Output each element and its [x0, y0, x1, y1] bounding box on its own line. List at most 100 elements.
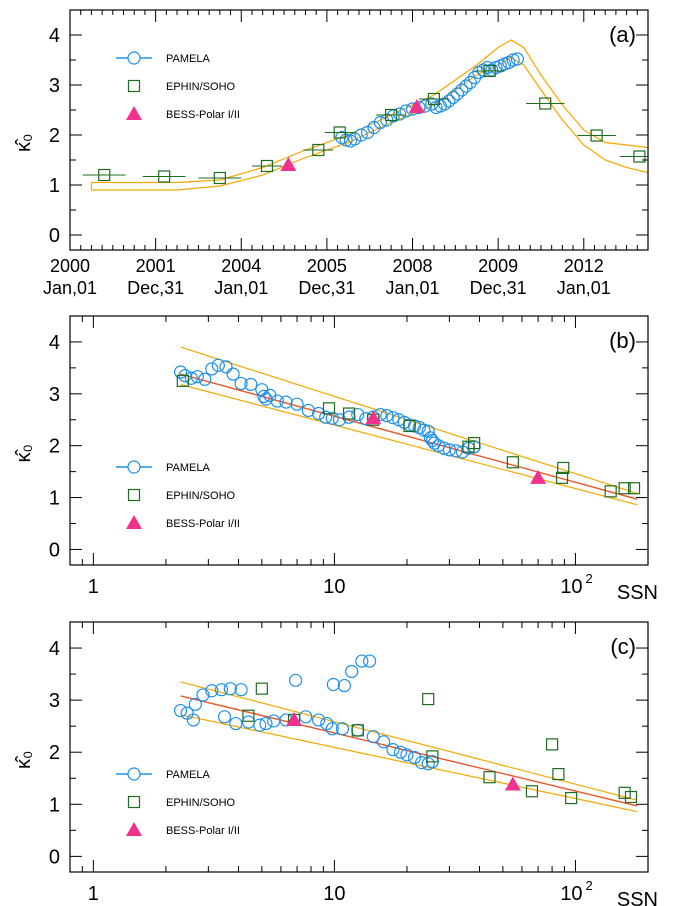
- fit-line: [180, 373, 638, 500]
- pamela-point: [173, 365, 188, 379]
- legend-pamela-label: PAMELA: [166, 53, 210, 65]
- legend-pamela-icon: [127, 767, 141, 781]
- legend-ephin-label: EPHIN/SOHO: [166, 81, 236, 93]
- x-axis-label: SSN: [617, 889, 658, 906]
- pamela-point: [244, 377, 258, 392]
- pamela-point: [173, 703, 188, 718]
- pamela-point: [288, 673, 303, 687]
- legend-pamela-label: PAMELA: [166, 769, 210, 781]
- y-axis-label: κ̂₀: [13, 134, 35, 152]
- xtick-label-date: Jan,01: [43, 278, 97, 298]
- x-axis-label: SSN: [617, 582, 658, 604]
- pamela-point: [214, 683, 229, 697]
- pamela-point: [355, 654, 369, 668]
- ytick-label: 0: [49, 846, 60, 868]
- pamela-point: [345, 664, 359, 679]
- pamela-point: [290, 397, 304, 411]
- ephin-point: [322, 402, 336, 415]
- ephin-point: [552, 767, 565, 781]
- pamela-point: [234, 376, 248, 391]
- band-upper: [180, 681, 638, 801]
- xtick-label: 10: [323, 883, 345, 905]
- legend: PAMELA EPHIN/SOHO BESS-Polar I/II: [116, 767, 240, 837]
- pamela-point: [386, 743, 400, 757]
- xtick-label: 1: [88, 883, 99, 905]
- xtick-label-date: Dec,31: [298, 278, 355, 298]
- pamela-point: [253, 718, 267, 732]
- pamela-point: [188, 697, 202, 711]
- pamela-point: [446, 90, 460, 105]
- pamela-point: [332, 413, 347, 427]
- legend-pamela-icon: [127, 51, 141, 65]
- bess-point: [280, 157, 297, 171]
- pamela-point: [226, 367, 240, 381]
- pamela-point: [257, 389, 271, 404]
- series-triangle: [286, 711, 521, 791]
- ephin-point: [483, 64, 496, 78]
- pamela-point: [335, 722, 350, 736]
- legend-ephin-label: EPHIN/SOHO: [166, 797, 236, 809]
- legend-bess-icon: [126, 106, 142, 120]
- ephin-point: [525, 785, 539, 798]
- ephin-point: [506, 456, 519, 469]
- ytick-label: 1: [49, 488, 60, 510]
- pamela-point: [234, 683, 248, 697]
- ytick-label: 4: [49, 25, 60, 47]
- pamela-point: [267, 714, 281, 728]
- legend: PAMELA EPHIN/SOHO BESS-Polar I/II: [116, 51, 240, 121]
- pamela-point: [217, 710, 232, 724]
- pamela-point: [455, 83, 469, 97]
- legend-bess-icon: [126, 515, 142, 529]
- ytick-label: 0: [49, 539, 60, 561]
- xtick-label-date: Jan,01: [214, 278, 268, 298]
- pamela-point: [351, 407, 365, 422]
- panel-label: (b): [609, 328, 636, 353]
- ephin-point: [242, 709, 255, 722]
- xtick-label-year: 2008: [392, 256, 432, 276]
- legend-pamela-label: PAMELA: [166, 462, 210, 474]
- bess-point: [286, 711, 303, 726]
- series-triangle: [280, 99, 425, 171]
- ytick-label: 3: [49, 690, 60, 712]
- pamela-point: [386, 411, 400, 425]
- ytick-label: 3: [49, 384, 60, 406]
- bess-point: [530, 469, 547, 484]
- legend-ephin-label: EPHIN/SOHO: [166, 490, 236, 502]
- ephin-point: [604, 485, 617, 498]
- pamela-point: [319, 410, 333, 424]
- pamela-point: [459, 79, 473, 93]
- series-square: [242, 682, 638, 805]
- pamela-point: [259, 716, 273, 731]
- legend-ephin-icon: [127, 79, 141, 93]
- ephin-point: [176, 374, 189, 387]
- pamela-point: [184, 371, 198, 385]
- ephin-point: [333, 126, 346, 139]
- ephin-point: [539, 97, 552, 110]
- pamela-point: [442, 94, 456, 108]
- xtick-label-year: 2012: [564, 256, 604, 276]
- xtick-label: 10: [560, 883, 582, 905]
- ephin-point: [555, 471, 569, 484]
- ephin-point: [565, 791, 578, 805]
- legend-bess-icon: [126, 822, 142, 836]
- xtick-label-year: 2000: [50, 256, 90, 276]
- frame-1: [69, 315, 649, 566]
- pamela-point: [190, 370, 204, 384]
- xtick-label: 10: [560, 576, 582, 598]
- ytick-label: 3: [49, 75, 60, 97]
- plot-area-1: [173, 346, 641, 506]
- ephin-point: [422, 692, 435, 706]
- pamela-point: [205, 362, 219, 376]
- ephin-point: [213, 171, 226, 185]
- ephin-point: [557, 461, 570, 475]
- xtick-label-date: Jan,01: [557, 278, 611, 298]
- ephin-point: [158, 170, 171, 183]
- xtick-label-date: Dec,31: [470, 278, 527, 298]
- pamela-point: [510, 52, 525, 66]
- pamela-point: [196, 688, 210, 702]
- ephin-point: [618, 482, 631, 495]
- pamela-point: [437, 441, 451, 455]
- frame-2: [69, 621, 649, 873]
